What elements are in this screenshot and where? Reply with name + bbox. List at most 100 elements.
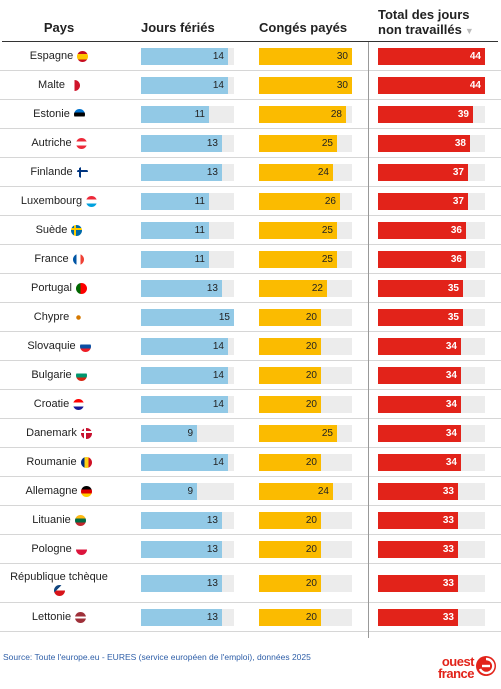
conges-payes-bar	[259, 222, 337, 239]
total-bar	[378, 425, 461, 442]
country-cell: Croatie	[0, 390, 118, 418]
flag-at-icon	[75, 137, 87, 149]
flag-sk-icon	[79, 340, 91, 352]
table-row: Danemark 9 25 34	[0, 419, 501, 448]
total-value: 35	[447, 283, 459, 294]
jours-feries-bar	[141, 367, 228, 384]
total-track: 34	[378, 338, 485, 355]
total-value: 33	[442, 486, 454, 497]
jours-feries-bar	[141, 454, 228, 471]
conges-payes-track: 20	[259, 541, 352, 558]
conges-payes-value: 20	[305, 312, 317, 323]
conges-payes-track: 20	[259, 309, 352, 326]
total-track: 33	[378, 512, 485, 529]
table-body: Espagne 14 30 44 Malte 14 30 44 Estonie 11 28 39 Aut…	[0, 42, 501, 632]
total-track: 35	[378, 309, 485, 326]
table-row: Espagne 14 30 44	[0, 42, 501, 71]
country-name: Roumanie	[26, 456, 77, 468]
country-name: Estonie	[33, 108, 70, 120]
jours-feries-value: 14	[212, 399, 224, 410]
country-cell: Autriche	[0, 129, 118, 157]
conges-payes-value: 24	[317, 167, 329, 178]
table-row: République tchèque 13 20 33	[0, 564, 501, 603]
jours-feries-track: 13	[141, 541, 234, 558]
sort-desc-icon[interactable]: ▼	[464, 26, 474, 36]
flag-lv-icon	[75, 611, 87, 623]
table-row: Autriche 13 25 38	[0, 129, 501, 158]
jours-feries-bar	[141, 609, 222, 626]
total-value: 35	[447, 312, 459, 323]
conges-payes-value: 25	[321, 138, 333, 149]
flag-lt-icon	[74, 514, 86, 526]
total-bar	[378, 251, 466, 268]
table-row: Bulgarie 14 20 34	[0, 361, 501, 390]
conges-payes-track: 20	[259, 454, 352, 471]
country-cell: Roumanie	[0, 448, 118, 476]
conges-payes-track: 26	[259, 193, 352, 210]
country-name: Portugal	[31, 282, 72, 294]
total-value: 33	[442, 612, 454, 623]
conges-payes-value: 30	[336, 80, 348, 91]
jours-feries-value: 11	[194, 254, 205, 265]
total-value: 44	[469, 80, 481, 91]
conges-payes-bar	[259, 541, 321, 558]
logo-text-ouest: ouest	[441, 654, 475, 669]
table-row: Malte 14 30 44	[0, 71, 501, 100]
conges-payes-value: 20	[305, 544, 317, 555]
total-bar	[378, 483, 458, 500]
conges-payes-value: 20	[305, 370, 317, 381]
table-row: Chypre 15 20 35	[0, 303, 501, 332]
logo-mark	[476, 656, 496, 676]
total-value: 36	[450, 225, 462, 236]
conges-payes-track: 20	[259, 338, 352, 355]
header-total[interactable]: Total des jours non travaillés ▼	[378, 7, 474, 39]
jours-feries-bar	[141, 135, 222, 152]
country-cell: Slovaquie	[0, 332, 118, 360]
conges-payes-value: 22	[311, 283, 323, 294]
country-cell: Finlande	[0, 158, 118, 186]
jours-feries-bar	[141, 222, 209, 239]
total-track: 37	[378, 164, 485, 181]
total-track: 37	[378, 193, 485, 210]
total-value: 34	[445, 399, 457, 410]
total-bar	[378, 164, 468, 181]
jours-feries-track: 11	[141, 222, 234, 239]
table-row: Lituanie 13 20 33	[0, 506, 501, 535]
country-name: France	[34, 253, 69, 265]
conges-payes-track: 25	[259, 425, 352, 442]
total-bar	[378, 135, 470, 152]
jours-feries-value: 14	[212, 51, 224, 62]
conges-payes-bar	[259, 135, 337, 152]
total-bar	[378, 512, 458, 529]
country-cell: Estonie	[0, 100, 118, 128]
conges-payes-bar	[259, 609, 321, 626]
total-bar	[378, 541, 458, 558]
total-track: 34	[378, 396, 485, 413]
conges-payes-value: 20	[305, 578, 317, 589]
conges-payes-value: 25	[321, 254, 333, 265]
flag-dk-icon	[80, 427, 92, 439]
header-divider	[2, 41, 498, 42]
country-cell: Luxembourg	[0, 187, 118, 215]
total-value: 38	[454, 138, 466, 149]
conges-payes-track: 30	[259, 77, 352, 94]
country-name: Finlande	[30, 166, 73, 178]
conges-payes-bar	[259, 106, 346, 123]
total-value: 36	[450, 254, 462, 265]
jours-feries-value: 13	[206, 138, 218, 149]
country-name: Autriche	[31, 137, 72, 149]
jours-feries-track: 11	[141, 106, 234, 123]
country-cell: Portugal	[0, 274, 118, 302]
jours-feries-value: 11	[194, 109, 205, 120]
total-track: 33	[378, 609, 485, 626]
total-value: 44	[469, 51, 481, 62]
jours-feries-track: 11	[141, 251, 234, 268]
conges-payes-bar	[259, 77, 352, 94]
conges-payes-track: 20	[259, 396, 352, 413]
total-bar	[378, 609, 458, 626]
country-cell: Danemark	[0, 419, 118, 447]
country-cell: République tchèque	[0, 564, 118, 602]
flag-pl-icon	[75, 543, 87, 555]
jours-feries-track: 13	[141, 609, 234, 626]
jours-feries-bar	[141, 106, 209, 123]
